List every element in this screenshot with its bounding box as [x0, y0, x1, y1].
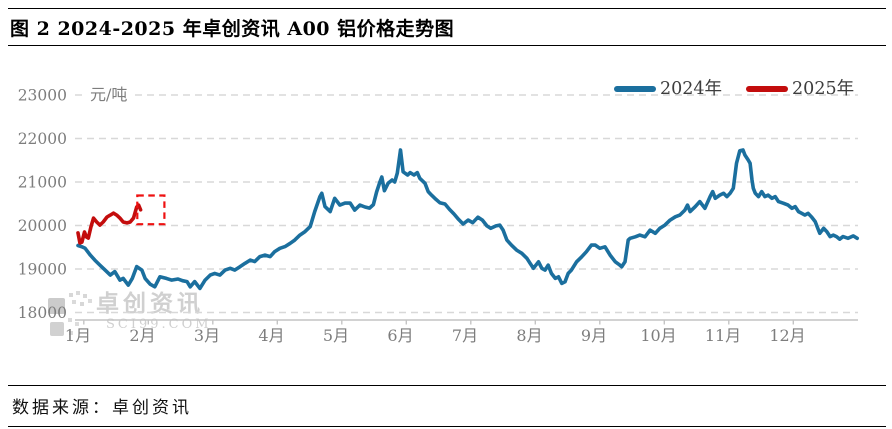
data-source-note: 数据来源：卓创资讯	[12, 398, 192, 418]
y-tick-label-20000: 20000	[18, 217, 67, 235]
y-tick-label-22000: 22000	[18, 130, 67, 148]
footer-top-line	[8, 385, 886, 386]
title-underline	[8, 45, 886, 46]
y-tick-label-23000: 23000	[18, 87, 67, 105]
x-tick-label-10月: 10月	[640, 326, 676, 345]
x-tick-label-5月: 5月	[323, 326, 349, 345]
y-tick-label-18000: 18000	[18, 304, 67, 322]
legend-line-swatch-2025-icon	[746, 86, 789, 92]
x-tick-label-6月: 6月	[387, 326, 413, 345]
x-tick-label-12月: 12月	[769, 326, 805, 345]
chart-legend: 2024年 2025年	[614, 78, 854, 100]
bottom-border-line	[8, 426, 886, 427]
legend-label-2025: 2025年	[792, 79, 855, 99]
figure-title: 图 2 2024-2025 年卓创资讯 A00 铝价格走势图	[10, 18, 455, 40]
legend-item-2025: 2025年	[746, 78, 854, 100]
x-tick-label-7月: 7月	[452, 326, 478, 345]
legend-line-swatch-2024-icon	[614, 86, 656, 92]
y-axis-unit-label: 元/吨	[87, 85, 131, 104]
top-border-line	[8, 8, 886, 9]
x-tick-label-9月: 9月	[581, 326, 607, 345]
x-tick-label-8月: 8月	[516, 326, 542, 345]
series-line-2024年	[76, 148, 860, 291]
x-tick-label-4月: 4月	[258, 326, 284, 345]
x-tick-label-2月: 2月	[129, 326, 155, 345]
x-tick-label-1月: 1月	[65, 326, 91, 345]
x-tick-label-3月: 3月	[194, 326, 220, 345]
x-tick-label-11月: 11月	[705, 326, 741, 345]
latest-price-highlight-box	[136, 194, 166, 226]
y-tick-label-21000: 21000	[18, 174, 67, 192]
y-tick-label-19000: 19000	[18, 261, 67, 279]
legend-label-2024: 2024年	[660, 79, 723, 99]
legend-item-2024: 2024年	[614, 78, 722, 100]
series-line-2025年	[76, 203, 143, 245]
